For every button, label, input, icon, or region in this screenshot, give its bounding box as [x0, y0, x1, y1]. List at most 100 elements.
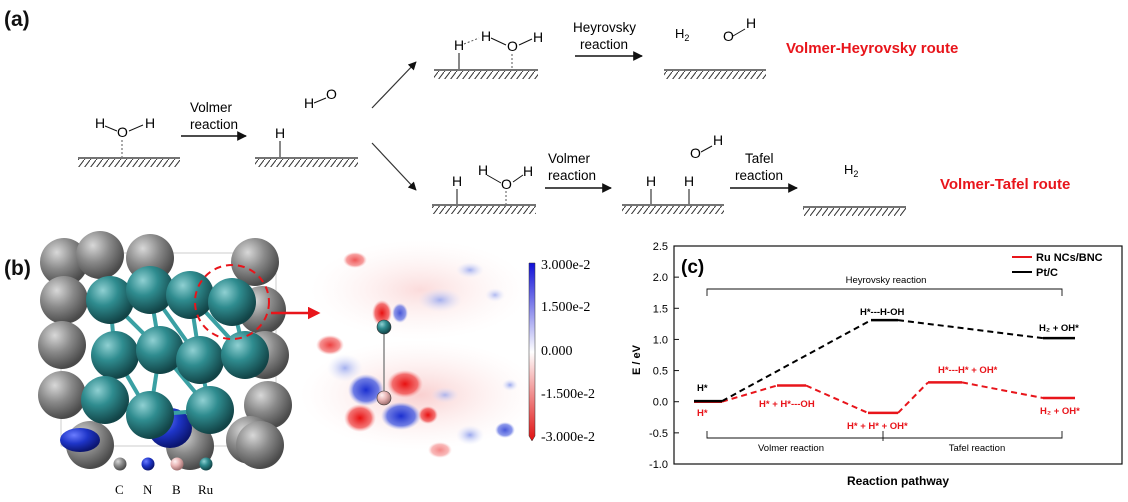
carbon-atom [38, 321, 86, 369]
surface-tafel-intermediate: H H O H [622, 132, 724, 214]
ru-atom [186, 386, 234, 434]
tafel-label-line1: Tafel [745, 151, 774, 166]
hey-prod-O: O [723, 28, 734, 44]
panel-b-label: (b) [4, 257, 31, 280]
oh-H: H [304, 95, 314, 111]
colorbar-tick-0: 3.000e-2 [541, 258, 590, 273]
legend-N-ball [141, 457, 155, 471]
colorbar-tick-3: -1.500e-2 [541, 387, 595, 402]
carbon-atom [236, 421, 284, 469]
y-tick-label: -1.0 [649, 459, 668, 471]
taf-h2-label: H2 [844, 162, 858, 179]
panel-a: (a) O H H Volmer reaction H H O [4, 8, 1070, 216]
hey-H-oh: H [533, 29, 543, 45]
heyrovsky-bracket: Heyrovsky reaction [706, 275, 1063, 296]
ru-atom [126, 391, 174, 439]
ru-atom [176, 336, 224, 384]
bracket-heyrovsky-label: Heyrovsky reaction [846, 275, 927, 286]
legend-C-ball [113, 457, 127, 471]
volmer-label-line1: Volmer [190, 100, 233, 115]
ru-cluster-structure [38, 231, 292, 470]
taf1-O: O [501, 176, 512, 192]
panel-a-label: (a) [4, 8, 30, 31]
colorbar: 3.000e-2 1.500e-2 0.000 -1.500e-2 -3.000… [528, 258, 595, 445]
panel-c-chart: (c) -1.0 -0.5 0.0 0.5 1.0 1.5 2.0 2.5 E / eV Re… [631, 241, 1123, 488]
carbon-atom [40, 276, 88, 324]
taf1-H2: H [523, 163, 533, 179]
branch-arrow-down [371, 142, 417, 191]
pt-level-label: H* [697, 383, 708, 394]
adsorbed-H: H [275, 125, 285, 141]
legend-B-ball [170, 457, 184, 471]
surface-heyrovsky: H H O H [434, 28, 543, 79]
route-volmer-tafel: Volmer-Tafel route [940, 176, 1070, 193]
pt-connector [721, 319, 872, 402]
ru-atom [126, 266, 174, 314]
surface-volmer-2: H H O H [432, 162, 536, 214]
map-Ru-atom [376, 319, 392, 335]
water-O: O [117, 124, 128, 140]
taf2-O: O [690, 145, 701, 161]
volmer2-label-line1: Volmer [548, 151, 591, 166]
colorbar-tick-1: 1.500e-2 [541, 300, 590, 315]
surface-heyrovsky-product: H2 O H [664, 15, 766, 79]
ru-level-label: H* + H* + OH* [847, 421, 908, 432]
arrow-volmer-1: Volmer reaction [181, 100, 247, 141]
legend-N-label: N [143, 482, 153, 497]
colorbar-tick-2: 0.000 [541, 344, 573, 359]
route-volmer-heyrovsky: Volmer-Heyrovsky route [786, 40, 958, 57]
ru-level-label: H* [697, 408, 708, 419]
water-H1: H [95, 115, 105, 131]
ru-atom [86, 276, 134, 324]
heyrovsky-label-line1: Heyrovsky [573, 20, 636, 35]
carbon-atom [76, 231, 124, 279]
chart-frame [673, 245, 1123, 465]
y-tick-label: 1.5 [653, 303, 668, 315]
ru-atom [221, 331, 269, 379]
arrow-tafel: Tafel reaction [730, 151, 798, 193]
ru-connector [961, 381, 1044, 399]
hey-prod-H: H [746, 15, 756, 31]
legend-ru-label: Ru NCs/BNC [1036, 252, 1103, 264]
ru-level-label: H* + H*---OH [759, 399, 815, 410]
charge-density-map [300, 240, 540, 458]
carbon-atom [231, 238, 279, 286]
ru-atom [208, 278, 256, 326]
arrow-heyrovsky: Heyrovsky reaction [573, 20, 643, 61]
legend-C-label: C [115, 482, 124, 497]
y-tick-label: 2.5 [653, 241, 668, 253]
hey-h2-label: H2 [675, 26, 689, 43]
taf2-H2: H [684, 173, 694, 189]
volmer2-label-line2: reaction [548, 168, 596, 183]
heyrovsky-label-line2: reaction [580, 37, 628, 52]
chart-legend: Ru NCs/BNC Pt/C [1012, 252, 1103, 279]
water-H2: H [145, 115, 155, 131]
branch-arrow-up [371, 61, 417, 109]
panel-c-label: (c) [681, 257, 704, 278]
legend-B-label: B [172, 482, 181, 497]
colorbar-tick-4: -3.000e-2 [541, 430, 595, 445]
oh-O: O [326, 86, 337, 102]
legend-Ru-ball [199, 457, 213, 471]
y-tick-label: 0.0 [653, 397, 668, 409]
volmer-label-line2: reaction [190, 117, 238, 132]
bracket-tafel-label: Tafel reaction [949, 443, 1006, 454]
atom-legend: C N B Ru [113, 457, 214, 497]
ru-atom [166, 271, 214, 319]
ru-atom [136, 326, 184, 374]
x-axis-label: Reaction pathway [847, 474, 949, 488]
pt-connector [897, 319, 1044, 340]
y-axis: -1.0 -0.5 0.0 0.5 1.0 1.5 2.0 2.5 [649, 241, 679, 471]
ru-level-label: H₂ + OH* [1040, 406, 1080, 417]
carbon-atom [38, 371, 86, 419]
panel-b: (b) C N B Ru [4, 231, 595, 497]
pt-level-label: H₂ + OH* [1039, 323, 1079, 334]
y-tick-label: 0.5 [653, 366, 668, 378]
ru-connector [897, 381, 929, 414]
map-H-atom [376, 390, 392, 406]
y-tick-label: 2.0 [653, 272, 668, 284]
nitrogen-atom [60, 428, 100, 452]
highlight-circle [194, 264, 270, 340]
taf1-H-ads: H [452, 173, 462, 189]
